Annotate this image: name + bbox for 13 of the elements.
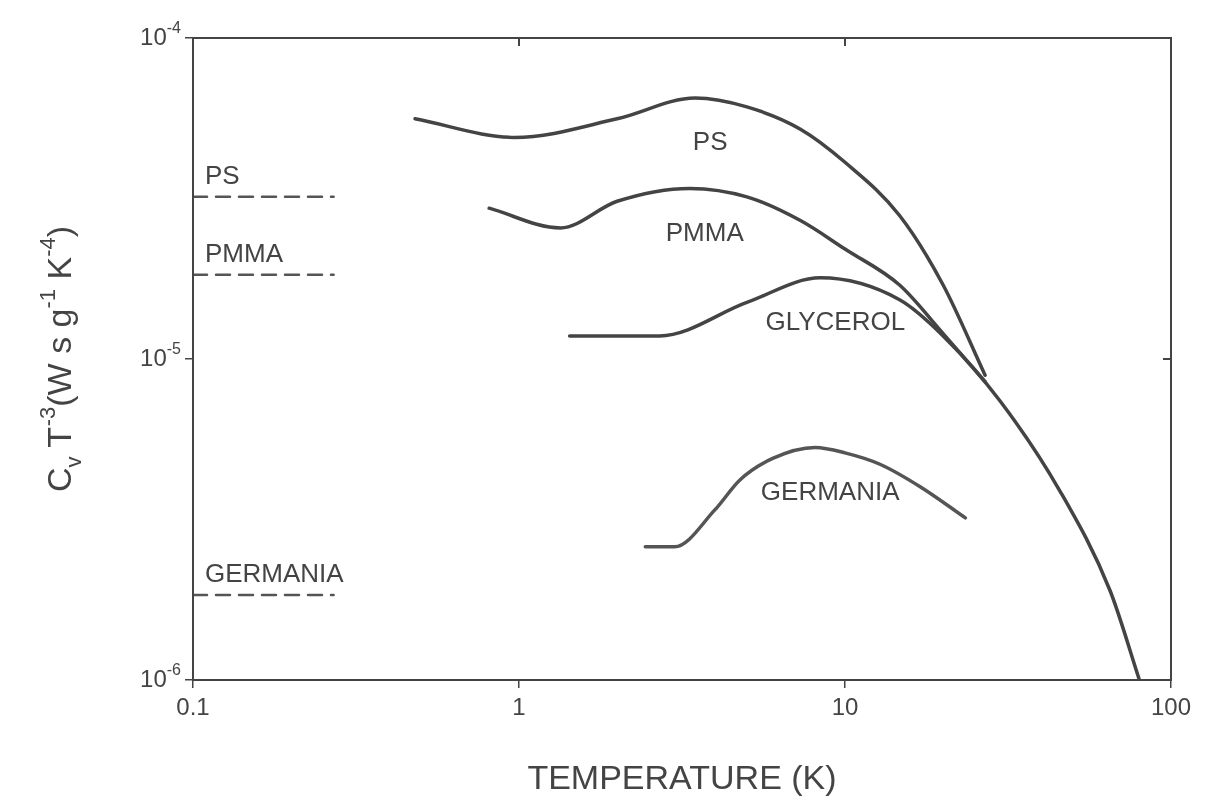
series-label: GERMANIA <box>760 475 901 506</box>
series-label: GLYCEROL <box>765 306 906 337</box>
series-label: PS <box>205 160 240 191</box>
x-tick-label: 1 <box>512 693 526 721</box>
x-tick-label: 100 <box>1150 693 1192 721</box>
series-label: GERMANIA <box>205 558 345 589</box>
x-axis-title: TEMPERATURE (K) <box>527 757 837 796</box>
series-label: PMMA <box>665 216 745 247</box>
series-label: PS <box>692 126 728 157</box>
x-tick-label: 10 <box>831 693 859 721</box>
x-tick-label: 0.1 <box>176 693 210 721</box>
series-label: PMMA <box>205 237 284 268</box>
text: Cv T-3(W s g-1 K-4) <box>35 225 86 493</box>
